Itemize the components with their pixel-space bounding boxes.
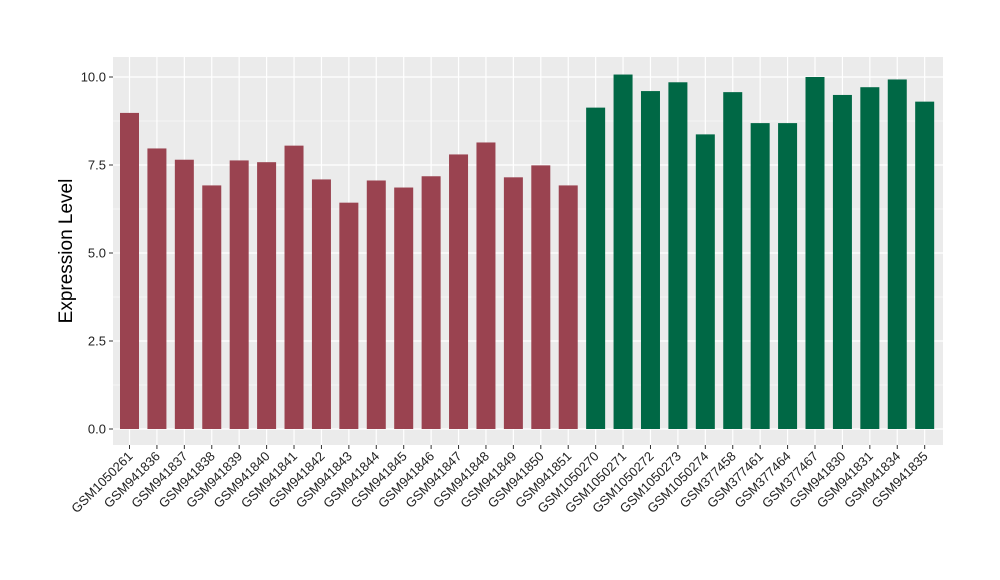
bar-GSM941851	[558, 185, 578, 429]
bar-GSM941830	[832, 94, 852, 430]
y-tick-label: 2.5	[88, 334, 106, 349]
bar-GSM1050270	[586, 107, 606, 430]
bar-GSM941840	[257, 162, 277, 429]
y-axis-title: Expression Level	[56, 179, 77, 324]
bar-GSM377458	[723, 92, 743, 430]
bar-GSM941834	[887, 79, 907, 430]
bar-GSM1050261	[120, 112, 139, 430]
bar-GSM1050273	[668, 82, 688, 429]
plot-panel	[113, 57, 943, 445]
x-axis: GSM1050261GSM941836GSM941837GSM941838GSM…	[68, 445, 931, 516]
bars	[120, 74, 935, 430]
bar-GSM941845	[394, 187, 414, 429]
bar-GSM941839	[229, 160, 249, 429]
bar-GSM941844	[366, 180, 386, 429]
bar-GSM1050272	[640, 91, 660, 429]
bar-GSM1050274	[695, 134, 715, 429]
bar-GSM377467	[805, 77, 825, 429]
bar-GSM941848	[476, 142, 496, 430]
y-tick-label: 0.0	[88, 422, 106, 437]
minor-gridlines	[113, 120, 943, 386]
bar-GSM941842	[311, 179, 331, 429]
y-tick-label: 10.0	[81, 70, 106, 85]
bar-GSM1050271	[613, 74, 633, 429]
bar-GSM941843	[339, 202, 359, 429]
y-tick-label: 7.5	[88, 158, 106, 173]
bar-GSM941836	[147, 148, 167, 429]
bar-GSM941847	[449, 154, 469, 429]
bar-GSM941835	[915, 101, 935, 429]
bar-GSM941850	[531, 165, 551, 430]
bar-GSM377464	[778, 123, 798, 429]
y-axis: 0.0 2.5 5.0 7.5 10.0	[81, 70, 113, 437]
bar-GSM941837	[174, 159, 194, 429]
bar-GSM941841	[284, 145, 304, 429]
bar-GSM377461	[750, 123, 770, 429]
y-tick-label: 5.0	[88, 246, 106, 261]
bar-GSM941846	[421, 176, 441, 429]
bar-GSM941838	[202, 185, 222, 429]
bar-GSM941831	[860, 87, 880, 429]
bar-GSM941849	[503, 177, 523, 429]
